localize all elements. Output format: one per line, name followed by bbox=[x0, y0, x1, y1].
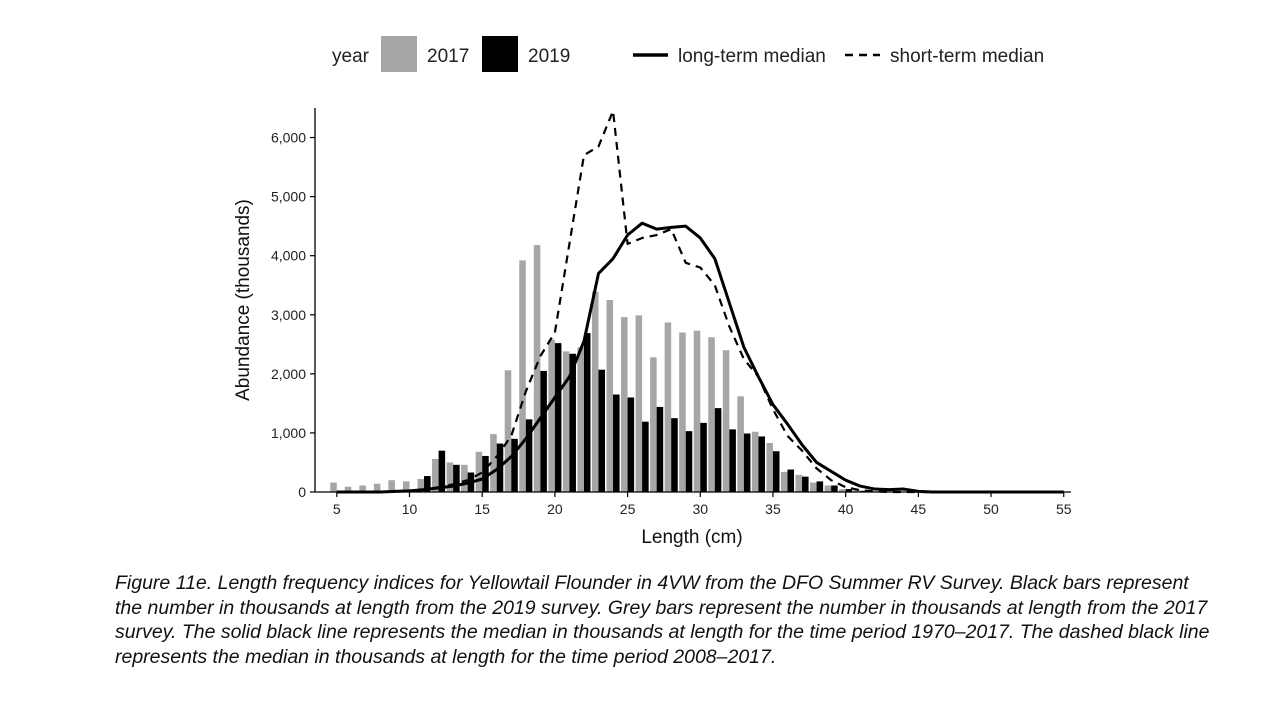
bar-2017-18 bbox=[519, 260, 526, 492]
y-tick-label: 4,000 bbox=[271, 248, 306, 264]
bar-2017-23 bbox=[591, 291, 599, 492]
x-ticks: 5 10 15 20 25 30 35 40 45 50 55 bbox=[333, 492, 1072, 517]
bar-2019-37 bbox=[802, 476, 809, 492]
bar-2017-40 bbox=[839, 489, 846, 492]
bar-2019-39 bbox=[831, 485, 838, 492]
length-frequency-chart: year 2017 2019 long-term median short-te… bbox=[233, 36, 1072, 548]
bar-2019-34 bbox=[758, 436, 765, 492]
bar-2017-17 bbox=[504, 370, 512, 492]
bar-2017-15 bbox=[475, 451, 483, 492]
bar-2019-20 bbox=[554, 343, 562, 492]
bar-2019-29 bbox=[685, 431, 693, 492]
bar-2017-22 bbox=[577, 347, 584, 492]
bar-2017-34 bbox=[751, 431, 759, 492]
bar-2019-36 bbox=[787, 469, 795, 492]
x-tick-label: 15 bbox=[474, 501, 490, 517]
bar-2017-38 bbox=[810, 482, 817, 492]
bar-2017-14 bbox=[461, 464, 468, 492]
x-tick-label: 45 bbox=[911, 501, 927, 517]
bar-2019-22 bbox=[583, 333, 591, 492]
y-tick-label: 6,000 bbox=[271, 130, 306, 146]
bar-2017-30 bbox=[693, 330, 701, 492]
x-tick-label: 40 bbox=[838, 501, 854, 517]
bar-2019-13 bbox=[453, 464, 460, 492]
x-axis-title: Length (cm) bbox=[641, 527, 742, 548]
bar-2017-8 bbox=[373, 483, 381, 492]
bar-2017-35 bbox=[766, 442, 773, 492]
x-tick-label: 30 bbox=[692, 501, 708, 517]
y-tick-label: 2,000 bbox=[271, 366, 306, 382]
bar-2019-11 bbox=[424, 476, 431, 492]
bar-2017-28 bbox=[664, 322, 672, 492]
y-ticks: 0 1,000 2,000 3,000 4,000 5,000 6,000 bbox=[271, 130, 315, 500]
legend-swatch-2017 bbox=[381, 36, 417, 72]
bar-2017-21 bbox=[562, 351, 570, 492]
bar-2019-15 bbox=[482, 455, 489, 492]
bar-2017-16 bbox=[490, 434, 497, 492]
legend-swatch-2019 bbox=[482, 36, 518, 72]
x-tick-label: 25 bbox=[620, 501, 636, 517]
legend-label-2017: 2017 bbox=[427, 46, 469, 67]
bar-2019-21 bbox=[569, 353, 576, 492]
bar-2019-24 bbox=[613, 394, 620, 492]
bar-2019-27 bbox=[656, 406, 664, 492]
y-tick-label: 3,000 bbox=[271, 307, 306, 323]
bar-2017-37 bbox=[795, 474, 803, 492]
bar-2019-12 bbox=[438, 450, 446, 492]
bar-2017-20 bbox=[548, 339, 555, 492]
figure-caption: Figure 11e. Length frequency indices for… bbox=[115, 572, 1210, 668]
bar-2019-40 bbox=[845, 489, 853, 492]
bar-2017-6 bbox=[344, 486, 352, 492]
bar-2017-36 bbox=[780, 471, 788, 492]
x-tick-label: 50 bbox=[983, 501, 999, 517]
chart-legend: year 2017 2019 long-term median short-te… bbox=[332, 36, 1044, 72]
x-tick-label: 20 bbox=[547, 501, 563, 517]
bar-2017-13 bbox=[446, 462, 454, 492]
bar-2017-7 bbox=[359, 485, 366, 492]
bar-2017-33 bbox=[737, 396, 744, 492]
x-tick-label: 10 bbox=[402, 501, 418, 517]
bar-2017-32 bbox=[722, 350, 730, 492]
y-axis-title: Abundance (thousands) bbox=[233, 199, 254, 401]
bar-2019-35 bbox=[772, 451, 780, 492]
bar-2017-41 bbox=[853, 490, 861, 492]
bar-2019-30 bbox=[700, 422, 707, 492]
bar-2019-33 bbox=[743, 433, 751, 492]
y-tick-label: 1,000 bbox=[271, 425, 306, 441]
bar-2017-10 bbox=[402, 481, 410, 492]
bar-2019-23 bbox=[598, 369, 606, 492]
legend-label-2019: 2019 bbox=[528, 46, 570, 67]
legend-label-long-term-median: long-term median bbox=[678, 46, 826, 67]
bar-2019-32 bbox=[729, 429, 736, 492]
legend-title: year bbox=[332, 46, 370, 67]
bar-2017-39 bbox=[824, 485, 832, 492]
bar-2017-9 bbox=[388, 480, 395, 492]
bar-2017-5 bbox=[330, 482, 337, 492]
x-tick-label: 35 bbox=[765, 501, 781, 517]
bar-2017-19 bbox=[533, 245, 541, 492]
bar-2017-24 bbox=[606, 300, 614, 492]
bar-2017-25 bbox=[621, 317, 628, 492]
bar-2017-29 bbox=[679, 332, 686, 492]
legend-label-short-term-median: short-term median bbox=[890, 46, 1044, 67]
bar-2017-26 bbox=[635, 315, 643, 492]
bar-2017-27 bbox=[650, 357, 657, 492]
bar-2019-38 bbox=[816, 481, 824, 492]
bar-2019-19 bbox=[540, 370, 547, 492]
bar-2019-25 bbox=[627, 397, 635, 492]
bar-2017-31 bbox=[708, 337, 715, 492]
bar-2017-12 bbox=[432, 458, 439, 492]
bar-2017-11 bbox=[417, 479, 425, 492]
y-tick-label: 0 bbox=[298, 484, 306, 500]
bar-2019-17 bbox=[511, 438, 518, 492]
bar-2019-18 bbox=[525, 419, 533, 492]
x-tick-label: 55 bbox=[1056, 501, 1072, 517]
axes: 0 1,000 2,000 3,000 4,000 5,000 6,000 5 10 15 20 2… bbox=[233, 108, 1072, 548]
y-tick-label: 5,000 bbox=[271, 189, 306, 205]
x-tick-label: 5 bbox=[333, 501, 341, 517]
bars-layer bbox=[330, 245, 904, 492]
bar-2019-26 bbox=[642, 421, 649, 492]
bar-2019-31 bbox=[714, 408, 722, 492]
bar-2019-28 bbox=[671, 418, 678, 492]
